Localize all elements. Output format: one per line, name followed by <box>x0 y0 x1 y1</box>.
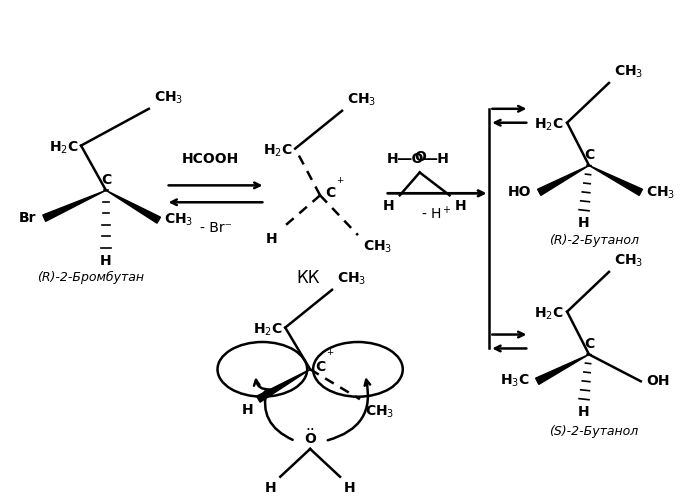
Text: - H$^+$: - H$^+$ <box>421 205 452 222</box>
Text: H: H <box>344 481 356 495</box>
Text: ..: .. <box>305 418 315 433</box>
Text: (R)-2-Бромбутан: (R)-2-Бромбутан <box>37 271 145 284</box>
Text: C: C <box>315 360 325 374</box>
Text: O: O <box>414 151 426 164</box>
Text: H$_2$C: H$_2$C <box>262 142 292 159</box>
Text: H: H <box>264 481 276 495</box>
Text: (S)-2-Бутанол: (S)-2-Бутанол <box>549 424 639 437</box>
Polygon shape <box>257 369 310 402</box>
Text: H$_3$C: H$_3$C <box>500 373 529 390</box>
Text: H: H <box>579 216 590 230</box>
Text: O: O <box>304 432 316 446</box>
Text: CH$_3$: CH$_3$ <box>614 64 644 80</box>
Text: H$_2$C: H$_2$C <box>534 116 564 133</box>
Text: Br: Br <box>19 211 36 225</box>
Text: CH$_3$: CH$_3$ <box>363 239 392 256</box>
Text: H$_2$C: H$_2$C <box>49 140 79 156</box>
Text: H$_2$C: H$_2$C <box>253 322 282 338</box>
Text: C: C <box>325 186 336 200</box>
Polygon shape <box>589 165 642 196</box>
Text: C: C <box>584 149 594 162</box>
Polygon shape <box>43 191 106 221</box>
Text: H―O―H: H―O―H <box>386 152 449 165</box>
Text: H: H <box>455 199 466 213</box>
Text: CH$_3$: CH$_3$ <box>646 184 675 201</box>
Text: C: C <box>101 173 111 187</box>
Text: CH$_3$: CH$_3$ <box>337 271 366 287</box>
Text: CH$_3$: CH$_3$ <box>154 89 183 106</box>
Polygon shape <box>536 354 589 385</box>
Text: - Br⁻: - Br⁻ <box>199 221 232 235</box>
Text: HCOOH: HCOOH <box>182 152 239 165</box>
Text: C: C <box>584 338 594 351</box>
Text: (R)-2-Бутанол: (R)-2-Бутанол <box>549 233 639 246</box>
Text: H: H <box>383 199 395 213</box>
Text: $^+$: $^+$ <box>335 177 345 190</box>
Text: CH$_3$: CH$_3$ <box>347 91 376 108</box>
Text: $^+$: $^+$ <box>325 349 336 362</box>
Text: H$_2$C: H$_2$C <box>534 305 564 322</box>
Text: CH$_3$: CH$_3$ <box>365 403 394 419</box>
Text: CH$_3$: CH$_3$ <box>164 212 193 228</box>
Text: OH: OH <box>646 374 669 388</box>
Polygon shape <box>106 191 161 223</box>
Text: HO: HO <box>508 185 531 199</box>
Text: H: H <box>100 254 112 268</box>
Text: КК: КК <box>296 269 320 287</box>
Text: H: H <box>266 232 277 246</box>
Text: H: H <box>579 405 590 419</box>
Text: H: H <box>242 403 253 417</box>
Text: CH$_3$: CH$_3$ <box>614 253 644 269</box>
Polygon shape <box>538 165 589 196</box>
